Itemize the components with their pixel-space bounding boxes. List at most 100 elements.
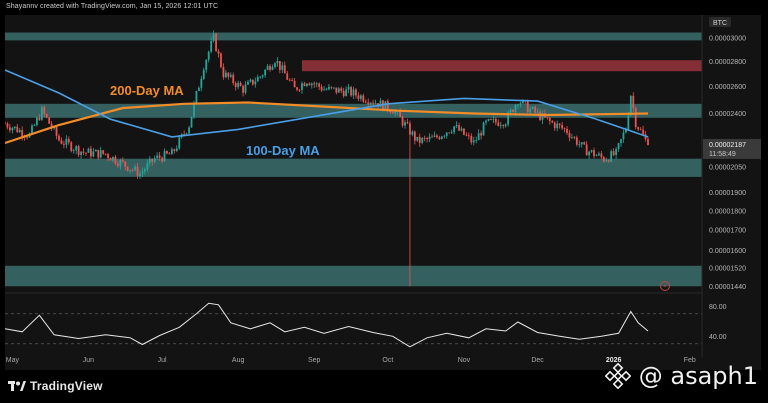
candle-body (347, 87, 350, 90)
candle (58, 134, 60, 142)
candle (136, 163, 139, 179)
candle-body (436, 135, 438, 138)
candle (48, 117, 51, 124)
candle (276, 57, 279, 67)
candle-body (58, 135, 60, 141)
candle (455, 121, 458, 129)
symbol-badge-label: BTC (713, 20, 727, 27)
candle-body (308, 83, 311, 86)
candle-body (556, 123, 559, 129)
candle-body (512, 109, 514, 112)
candle (256, 74, 259, 82)
symbol-badge (709, 17, 731, 27)
ma200-label: 200-Day MA (110, 83, 184, 98)
candle (355, 87, 357, 99)
candle-body (323, 89, 325, 91)
candle (170, 147, 173, 155)
candle (453, 126, 456, 135)
candle (566, 126, 568, 136)
candle-body (598, 153, 600, 156)
candle (622, 129, 625, 143)
candle-body (72, 150, 75, 152)
candle (418, 133, 421, 147)
candle-body (404, 122, 406, 126)
price-tick-label: 0.00002400 (709, 111, 746, 118)
time-axis-label: Oct (382, 357, 393, 364)
candle-body (16, 126, 19, 133)
candle (77, 144, 80, 158)
candle (9, 123, 11, 133)
tradingview-branding: TradingView (8, 378, 103, 394)
candle-body (448, 132, 451, 134)
candle-body (251, 79, 254, 85)
candle (350, 85, 352, 97)
candle-body (369, 102, 372, 105)
candle-body (75, 146, 78, 151)
candle (146, 159, 149, 172)
candle-body (399, 111, 402, 117)
candle (269, 64, 271, 72)
candle (335, 87, 338, 95)
candle (121, 157, 124, 163)
candle-body (139, 173, 141, 176)
candle-body (332, 87, 335, 89)
candle-body (561, 125, 564, 129)
candle (119, 158, 122, 170)
candle (16, 123, 19, 133)
candle-body (217, 51, 220, 54)
candle (573, 136, 576, 140)
candle (190, 116, 193, 128)
candle-body (418, 136, 421, 143)
candle (33, 123, 36, 127)
candle-body (460, 128, 463, 131)
candle (416, 136, 419, 142)
candle-body (55, 126, 58, 136)
candle-body (580, 142, 583, 145)
candle-body (431, 136, 433, 138)
candle (357, 92, 360, 102)
candle-body (18, 130, 21, 133)
candle-body (632, 95, 635, 109)
candle (367, 98, 370, 107)
candle-body (504, 124, 507, 127)
candle-body (521, 100, 524, 104)
candle-body (443, 135, 446, 137)
candle (595, 154, 598, 157)
candle-body (143, 169, 146, 172)
candle (507, 110, 510, 127)
candle-body (190, 116, 193, 128)
candle (575, 135, 578, 147)
candle-body (119, 159, 122, 166)
candle (97, 149, 100, 160)
candle (411, 130, 414, 137)
candle-body (482, 122, 485, 136)
support-zone-1 (5, 32, 702, 41)
candle (288, 78, 291, 82)
candle (249, 78, 252, 83)
candle (31, 123, 33, 135)
candle-body (627, 115, 630, 130)
candle-body (362, 95, 365, 102)
candle-body (126, 166, 129, 171)
candle-body (568, 132, 571, 138)
candle (585, 141, 588, 156)
candle-body (239, 82, 242, 87)
candle (598, 151, 600, 157)
candle (364, 99, 367, 104)
candle (234, 81, 237, 91)
candle-body (502, 125, 505, 127)
candle (583, 141, 586, 145)
candle-body (433, 135, 436, 137)
candle (612, 148, 615, 157)
candle-body (193, 102, 195, 117)
candle-body (195, 90, 198, 103)
candle-body (355, 89, 357, 96)
candle (229, 72, 232, 79)
candle-body (494, 118, 497, 123)
candle-body (438, 137, 441, 139)
candle (70, 141, 73, 153)
candle-body (200, 78, 203, 88)
candle-body (463, 128, 465, 135)
candle-body (514, 104, 517, 112)
candle-body (45, 113, 48, 118)
